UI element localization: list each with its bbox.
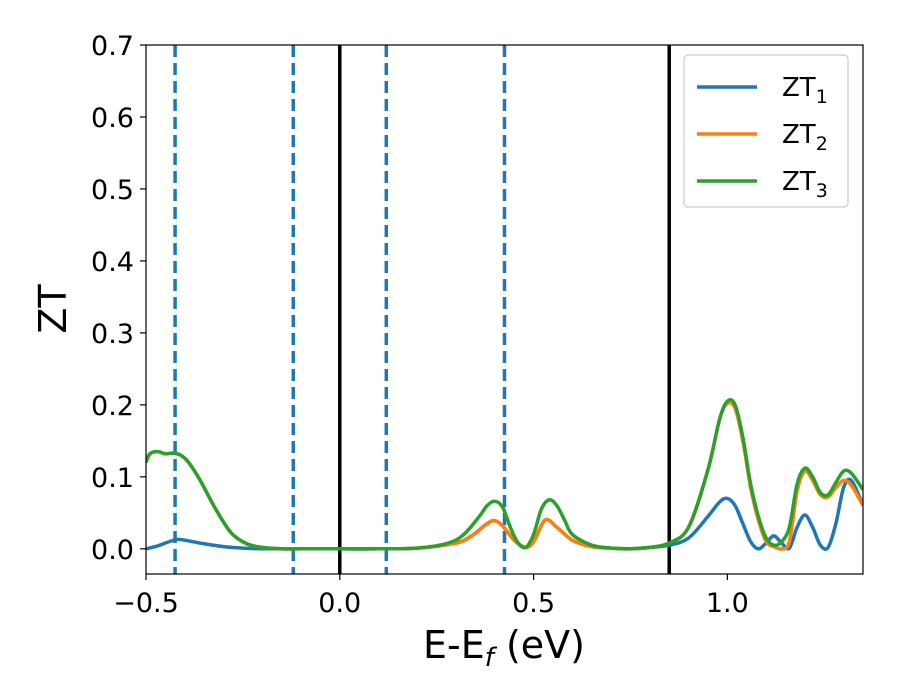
legend: ZT1 ZT2 ZT3: [683, 54, 849, 208]
y-tick-label: 0.0: [91, 535, 134, 566]
legend-box: [683, 54, 849, 208]
series-line-zt3: [146, 398, 863, 551]
x-tick-label: −0.5: [113, 588, 179, 619]
y-tick-label: 0.2: [91, 391, 134, 422]
x-tick-label: 0.0: [318, 588, 361, 619]
plot-frame: [145, 44, 864, 575]
legend-label-zt3: ZT3: [782, 167, 828, 202]
x-axis-title: E-Ef (eV): [423, 623, 585, 673]
legend-label-zt2: ZT2: [782, 120, 828, 155]
y-tick-label: 0.3: [91, 319, 134, 350]
y-tick-label: 0.6: [91, 103, 134, 134]
x-axis-title-main: E-E: [423, 623, 485, 667]
y-axis-title: ZT: [31, 284, 75, 334]
legend-label-zt1: ZT1: [782, 73, 828, 108]
y-tick-label: 0.1: [91, 463, 134, 494]
y-tick-label: 0.4: [91, 247, 134, 278]
x-tick-label: 0.5: [512, 588, 555, 619]
x-tick-label: 1.0: [706, 588, 749, 619]
y-tick-label: 0.7: [91, 31, 134, 62]
y-tick-label: 0.5: [91, 175, 134, 206]
x-axis-title-rest: (eV): [494, 623, 585, 667]
